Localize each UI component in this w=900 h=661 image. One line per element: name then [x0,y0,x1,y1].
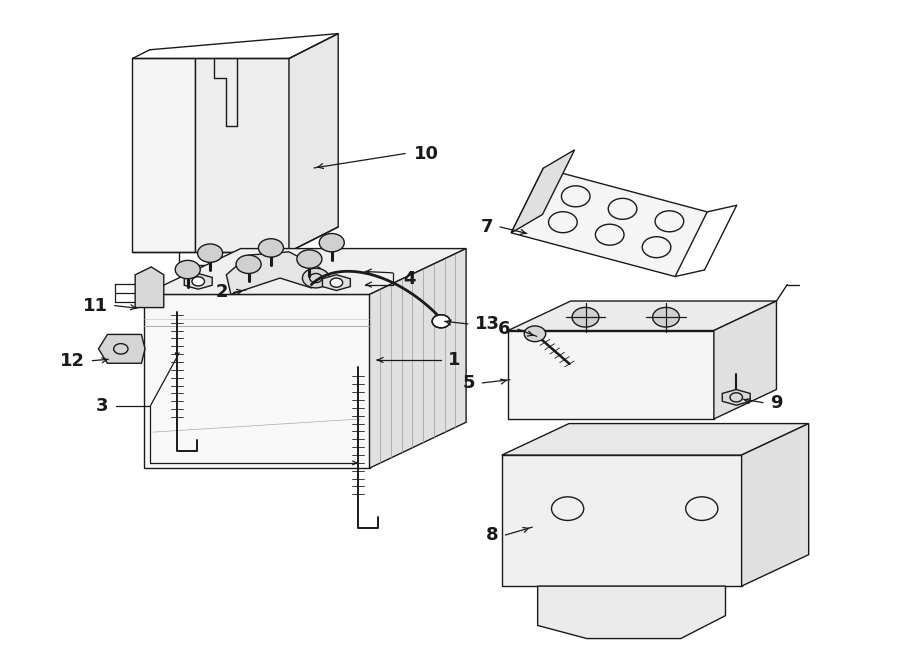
Text: 9: 9 [770,393,783,412]
Polygon shape [714,301,777,419]
Circle shape [198,244,222,262]
Circle shape [176,260,201,279]
Polygon shape [508,301,777,330]
Polygon shape [742,424,809,586]
Circle shape [572,307,598,327]
Text: 5: 5 [463,374,475,392]
Text: 11: 11 [84,297,108,315]
Polygon shape [227,252,320,294]
Polygon shape [98,334,145,364]
Polygon shape [289,34,338,252]
Polygon shape [502,455,742,586]
Text: 13: 13 [475,315,500,333]
Circle shape [432,315,450,328]
Circle shape [236,255,261,274]
Polygon shape [144,249,466,294]
Text: 2: 2 [216,284,229,301]
Text: 8: 8 [486,526,499,544]
Polygon shape [370,249,466,468]
Circle shape [297,250,322,268]
Circle shape [258,239,284,257]
Polygon shape [511,168,707,276]
Text: 10: 10 [414,145,439,163]
Text: 12: 12 [60,352,86,369]
Polygon shape [132,58,195,252]
Circle shape [330,278,343,288]
Polygon shape [144,294,370,468]
Polygon shape [723,389,751,405]
Polygon shape [537,586,725,639]
Polygon shape [502,424,809,455]
Text: 6: 6 [499,320,511,338]
Text: 4: 4 [403,270,416,288]
Circle shape [302,268,329,288]
Polygon shape [511,150,574,233]
Polygon shape [508,330,714,419]
Circle shape [320,233,345,252]
Text: 3: 3 [95,397,108,415]
Polygon shape [195,58,289,252]
Circle shape [192,277,204,286]
Polygon shape [184,274,212,290]
Text: 1: 1 [448,351,461,369]
Circle shape [652,307,680,327]
Polygon shape [322,275,350,291]
Polygon shape [135,267,164,307]
Circle shape [524,326,545,342]
Text: 7: 7 [481,218,493,236]
